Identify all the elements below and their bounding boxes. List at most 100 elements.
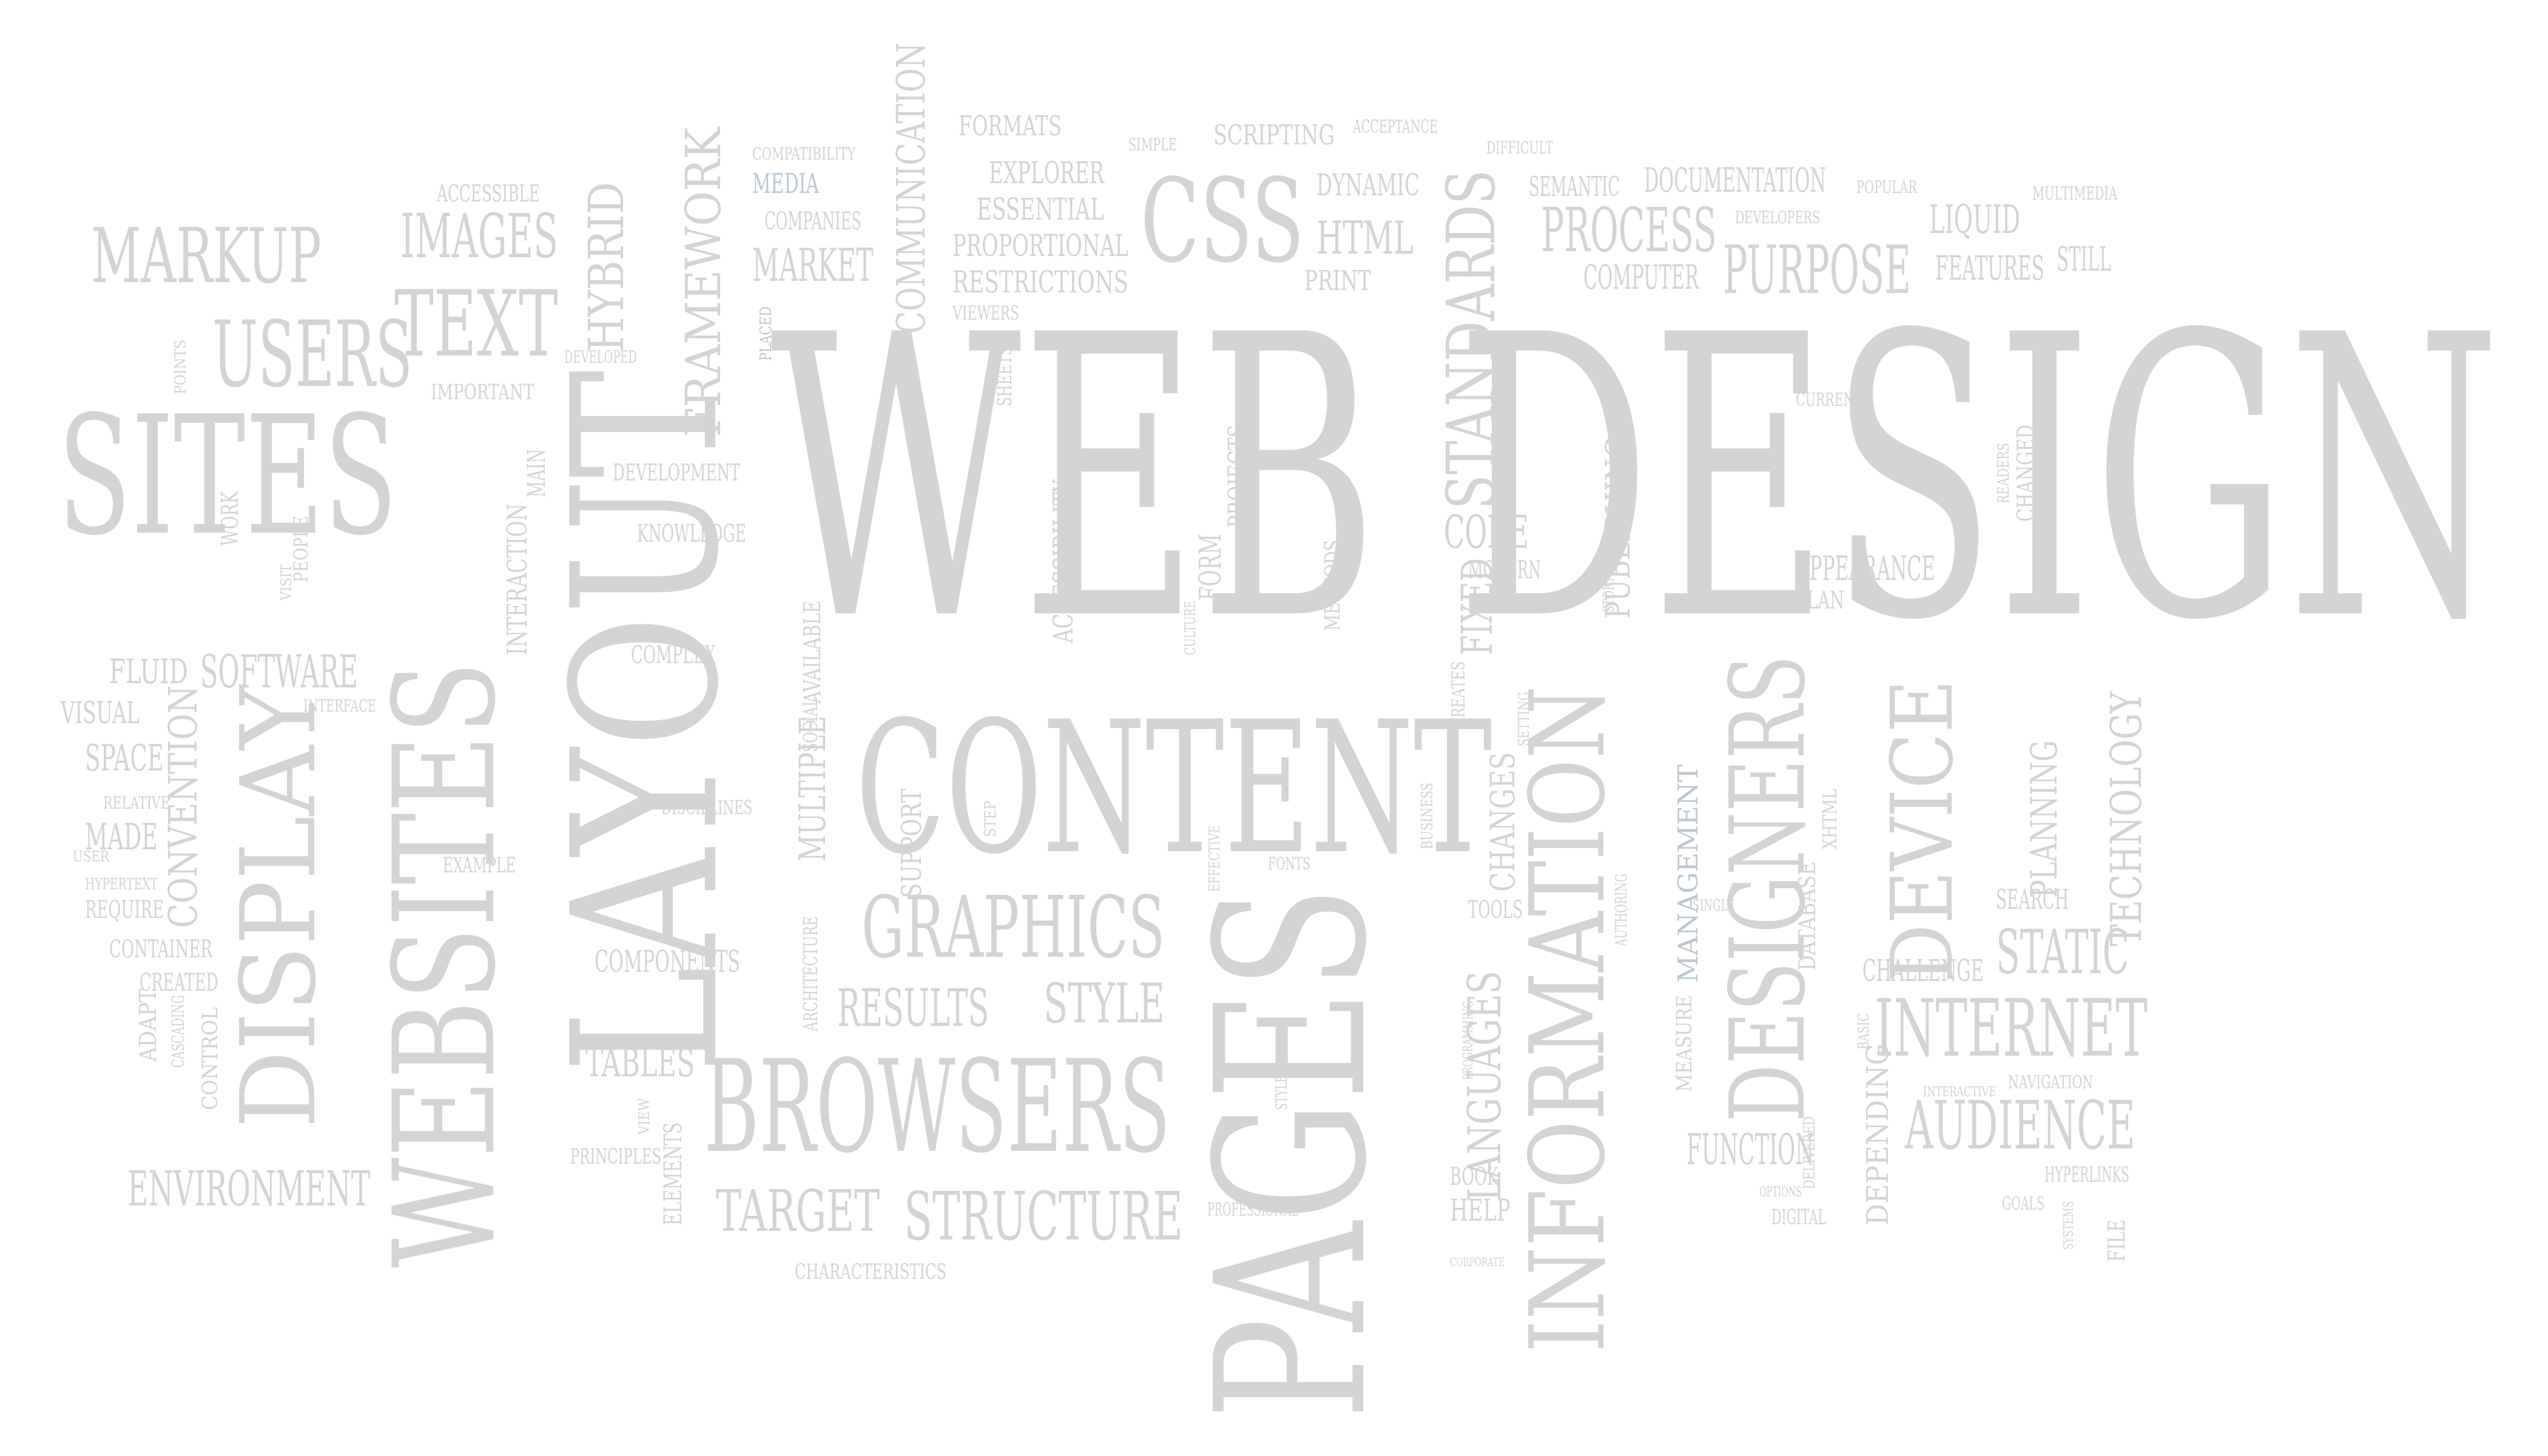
cloud-word-formats: FORMATS	[959, 110, 1062, 142]
cloud-word-tools: TOOLS	[1468, 896, 1523, 924]
cloud-word-liquid: LIQUID	[1929, 197, 2021, 243]
cloud-word-interface: INTERFACE	[303, 696, 376, 716]
cloud-word-market: MARKET	[752, 238, 874, 292]
cloud-word-visit: VISIT	[278, 564, 295, 601]
cloud-word-hyperlinks: HYPERLINKS	[2044, 1163, 2129, 1187]
cloud-word-important: IMPORTANT	[431, 380, 534, 405]
cloud-word-database: DATABASE	[1794, 861, 1821, 971]
cloud-word-story: STORY	[1600, 576, 1617, 613]
cloud-word-view: VIEW	[636, 1097, 653, 1134]
cloud-word-container: CONTAINER	[109, 935, 212, 963]
cloud-word-complex: COMPLEX	[631, 641, 716, 669]
cloud-word-restrictions: RESTRICTIONS	[952, 265, 1128, 300]
cloud-word-visual: VISUAL	[61, 695, 140, 730]
cloud-word-form: FORM	[1193, 533, 1228, 601]
cloud-word-accessible: ACCESSIBLE	[437, 180, 540, 207]
cloud-word-explorer: EXPLORER	[989, 155, 1104, 190]
cloud-word-sites: SITES	[58, 380, 398, 571]
cloud-word-projects: PROJECTS	[1224, 424, 1252, 528]
cloud-word-changes: CHANGES	[1483, 752, 1522, 892]
cloud-word-adapt: ADAPT	[135, 988, 161, 1062]
cloud-word-websites: WEBSITES	[365, 661, 527, 1268]
cloud-word-authoring: AUTHORING	[1613, 874, 1631, 946]
cloud-word-space: SPACE	[85, 737, 164, 780]
cloud-word-readers: READERS	[1995, 443, 2013, 504]
cloud-word-planning: PLANNING	[2023, 740, 2066, 898]
cloud-word-structure: STRUCTURE	[904, 1178, 1184, 1255]
cloud-word-process: PROCESS	[1541, 195, 1717, 266]
cloud-word-developed: DEVELOPED	[564, 347, 637, 367]
cloud-word-interactive: INTERACTIVE	[1923, 1085, 1997, 1100]
cloud-word-audience: AUDIENCE	[1905, 1087, 2135, 1164]
cloud-word-creates: CREATES	[1448, 661, 1469, 728]
cloud-word-require: REQUIRE	[85, 896, 164, 924]
cloud-word-corporate: CORPORATE	[1450, 1255, 1505, 1269]
cloud-word-fonts: FONTS	[1268, 854, 1310, 874]
cloud-word-cascading: CASCADING	[168, 995, 188, 1068]
cloud-word-step: STEP	[982, 800, 1000, 837]
cloud-word-target: TARGET	[716, 1178, 880, 1245]
cloud-word-static: STATIC	[1996, 917, 2129, 988]
cloud-word-changed: CHANGED	[2012, 424, 2039, 522]
cloud-word-features: FEATURES	[1935, 249, 2044, 288]
cloud-word-elements: ELEMENTS	[659, 1122, 687, 1225]
cloud-word-single: SINGLE	[1693, 897, 1736, 915]
cloud-word-relative: RELATIVE	[103, 793, 170, 813]
cloud-word-essential: ESSENTIAL	[977, 192, 1104, 227]
cloud-word-made: MADE	[85, 816, 158, 858]
cloud-word-work: WORK	[217, 491, 243, 546]
cloud-word-dynamic: DYNAMIC	[1316, 167, 1420, 203]
cloud-word-xhtml: XHTML	[1818, 789, 1841, 849]
cloud-word-principles: PRINCIPLES	[570, 1145, 662, 1169]
cloud-word-search: SEARCH	[1996, 883, 2069, 915]
cloud-word-markup: MARKUP	[91, 212, 322, 300]
cloud-word-graphics: GRAPHICS	[861, 878, 1165, 977]
cloud-word-help: HELP	[1450, 1193, 1511, 1228]
cloud-word-depending: DEPENDING	[1860, 1043, 1895, 1225]
cloud-word-social: SOCIAL	[799, 698, 822, 752]
cloud-word-standards: STANDARDS	[1432, 169, 1510, 510]
cloud-word-still: STILL	[2057, 240, 2111, 278]
cloud-word-culture: CULTURE	[1182, 601, 1199, 655]
cloud-word-acceptance: ACCEPTANCE	[1353, 116, 1438, 138]
cloud-word-text: TEXT	[394, 272, 558, 377]
cloud-word-options: OPTIONS	[1759, 1185, 1802, 1200]
cloud-word-plan: PLAN	[1796, 587, 1845, 615]
cloud-word-measure: MEASURE	[1673, 995, 1697, 1092]
cloud-word-web-design: WEB DESIGN	[770, 253, 2501, 705]
cloud-word-interaction: INTERACTION	[501, 503, 533, 655]
cloud-word-created: CREATED	[140, 969, 218, 997]
cloud-word-methods: METHODS	[1321, 540, 1345, 631]
cloud-word-goals: GOALS	[2002, 1193, 2044, 1215]
cloud-word-user: USER	[73, 848, 109, 865]
cloud-word-documentation: DOCUMENTATION	[1644, 161, 1826, 200]
cloud-word-setting: SETTING	[1515, 692, 1532, 746]
cloud-word-device: DEVICE	[1873, 679, 1972, 983]
cloud-word-print: PRINT	[1304, 265, 1372, 297]
cloud-word-modern: MODERN	[1468, 556, 1542, 584]
cloud-word-images: IMAGES	[400, 201, 558, 272]
cloud-word-effective: EFFECTIVE	[1206, 825, 1223, 892]
cloud-word-available: AVAILABLE	[799, 600, 826, 704]
cloud-word-book: BOOK	[1450, 1163, 1499, 1191]
cloud-word-file: FILE	[2103, 1219, 2130, 1262]
cloud-word-example: EXAMPLE	[443, 854, 516, 878]
cloud-word-components: COMPONENTS	[595, 944, 740, 979]
cloud-word-results: RESULTS	[837, 979, 989, 1039]
cloud-word-style: STYLE	[1043, 972, 1165, 1036]
cloud-word-fluid: FLUID	[109, 652, 188, 691]
cloud-word-viewers: VIEWERS	[952, 302, 1020, 325]
cloud-word-professional: PROFESSIONAL	[1207, 1199, 1298, 1221]
cloud-word-support: SUPPORT	[895, 788, 928, 898]
cloud-word-css: CSS	[1141, 154, 1304, 288]
cloud-word-delivered: DELIVERED	[1801, 1116, 1819, 1189]
cloud-word-styles: STYLES	[1273, 1068, 1291, 1110]
cloud-word-hypertext: HYPERTEXT	[85, 875, 158, 894]
cloud-word-simple: SIMPLE	[1128, 135, 1178, 155]
cloud-word-framework: FRAMEWORK	[675, 127, 732, 437]
cloud-word-points: POINTS	[172, 340, 190, 394]
cloud-word-developers: DEVELOPERS	[1735, 207, 1820, 228]
cloud-word-disciplines: DISCIPLINES	[661, 796, 753, 819]
cloud-word-appearance: APPEARANCE	[1796, 549, 1936, 588]
